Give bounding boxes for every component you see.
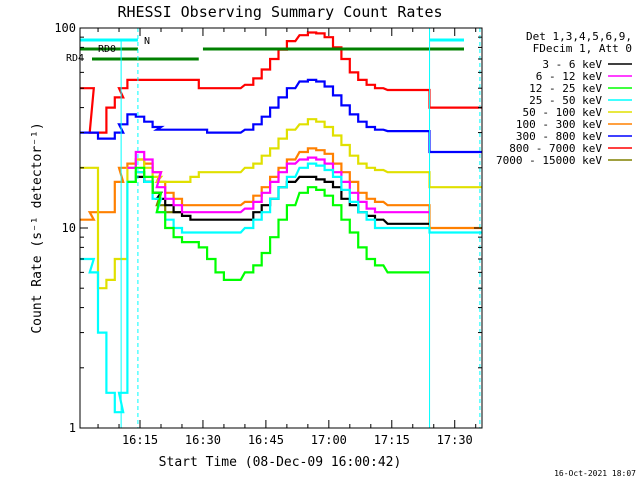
legend-label: 7000 - 15000 keV: [496, 154, 602, 167]
legend-header-1: Det 1,3,4,5,6,9,: [526, 30, 632, 43]
n-flag-label: N: [144, 36, 150, 47]
legend-label: 3 - 6 keV: [542, 58, 602, 71]
legend-label: 50 - 100 keV: [523, 106, 603, 119]
y-tick-label: 1: [69, 421, 76, 435]
legend-label: 300 - 800 keV: [516, 130, 602, 143]
y-tick-label: 100: [54, 21, 76, 35]
chart-title: RHESSI Observing Summary Count Rates: [117, 3, 442, 21]
legend-label: 800 - 7000 keV: [509, 142, 602, 155]
legend-label: 100 - 300 keV: [516, 118, 602, 131]
rd0-flag-label: RD0: [98, 44, 116, 55]
x-tick-label: 16:15: [122, 433, 158, 447]
legend-label: 6 - 12 keV: [536, 70, 603, 83]
timestamp: 16-Oct-2021 18:07: [554, 469, 636, 478]
x-axis-title: Start Time (08-Dec-09 16:00:42): [159, 455, 402, 470]
x-tick-label: 17:30: [437, 433, 473, 447]
x-tick-label: 16:30: [185, 433, 221, 447]
flag-layer: [80, 28, 481, 428]
x-tick-label: 17:00: [311, 433, 347, 447]
axis-layer: 1 10 100 16:15 16:30 16:45 17:00 17:15 17:30: [54, 21, 482, 447]
legend-header-2: FDecim 1, Att 0: [533, 42, 632, 55]
series-line-12-25: [127, 166, 430, 281]
series-line-6-12: [127, 150, 430, 214]
y-tick-label: 10: [62, 221, 76, 235]
y-axis-title: Count Rate (s⁻¹ detector⁻¹): [30, 122, 45, 333]
series-line-300-800: [80, 78, 482, 154]
x-tick-label: 16:45: [248, 433, 284, 447]
legend-label: 25 - 50 keV: [529, 94, 602, 107]
legend-label: 12 - 25 keV: [529, 82, 602, 95]
x-tick-label: 17:15: [374, 433, 410, 447]
rd4-flag-label: RD4: [66, 53, 84, 64]
